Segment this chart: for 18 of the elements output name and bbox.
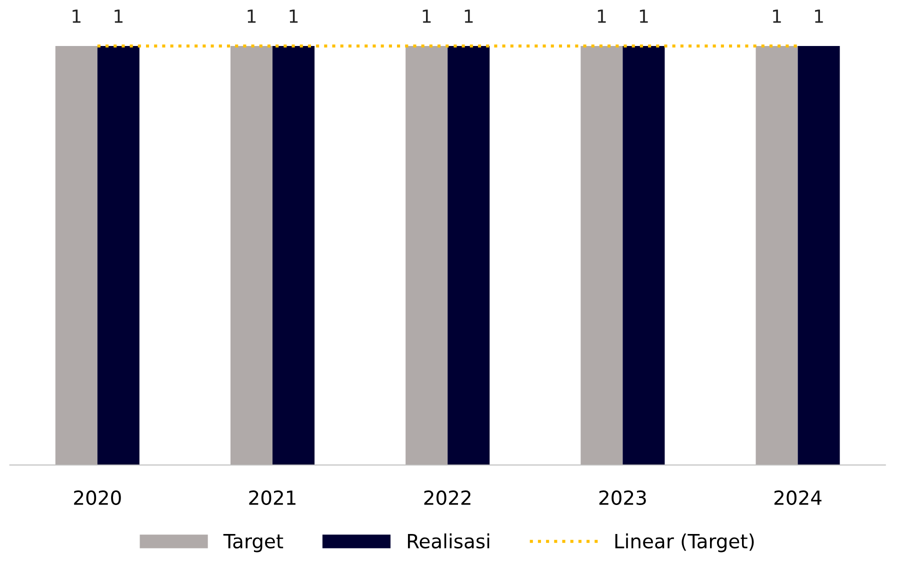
data-label: 1 (248, 10, 256, 23)
data-label: 1 (290, 10, 298, 23)
x-tick-label: 2023 (599, 490, 646, 506)
legend-label: Realisasi (408, 533, 490, 548)
data-label: 1 (598, 10, 606, 23)
data-label: 1 (72, 10, 80, 23)
data-label: 1 (773, 10, 781, 23)
x-tick-label: 2022 (424, 490, 470, 506)
legend-label: Target (223, 534, 284, 552)
x-tick-label: 2021 (249, 490, 296, 506)
data-label: 1 (114, 10, 122, 23)
data-label: 1 (464, 10, 473, 23)
data-label: 1 (640, 10, 648, 23)
x-tick-label: 2024 (774, 490, 822, 506)
x-tick-label: 2020 (74, 490, 121, 506)
data-label: 1 (422, 10, 431, 23)
legend-label: Linear (Target) (615, 533, 754, 552)
data-label: 1 (815, 10, 823, 23)
